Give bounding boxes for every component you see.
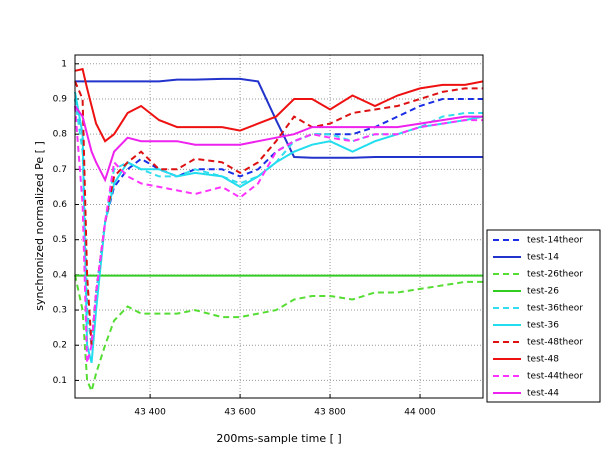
legend-label: test-48theor (527, 338, 583, 348)
y-tick-label: 0.3 (53, 306, 67, 316)
legend-label: test-26 (527, 287, 559, 297)
y-axis-title: synchronized normalized Pe [ ] (33, 141, 46, 311)
y-tick-label: 0.6 (53, 200, 68, 210)
series-line (74, 105, 483, 183)
y-tick-label: 0.1 (53, 376, 67, 386)
series-line (74, 67, 484, 143)
x-tick-label: 43 800 (314, 408, 346, 418)
y-tick-label: 0.7 (53, 165, 67, 175)
series-line (74, 274, 483, 395)
legend-label: test-14theor (527, 236, 583, 246)
x-tick-label: 43 400 (134, 408, 166, 418)
x-axis-title: 200ms-sample time [ ] (216, 432, 341, 445)
plot-frame (74, 54, 484, 399)
legend-label: test-14 (527, 253, 559, 263)
series-line (74, 91, 484, 364)
y-tick-label: 0.5 (53, 235, 67, 245)
x-tick-label: 44 000 (404, 408, 436, 418)
legend-box (486, 229, 601, 403)
y-tick-label: 1 (61, 59, 67, 69)
y-tick-label: 0.4 (53, 270, 68, 280)
y-tick-label: 0.2 (53, 341, 67, 351)
legend-label: test-48 (527, 355, 559, 365)
legend-label: test-44theor (527, 372, 583, 382)
legend-label: test-44 (527, 389, 559, 399)
y-tick-label: 0.8 (53, 130, 68, 140)
legend-label: test-36theor (527, 304, 583, 314)
y-tick-label: 0.9 (53, 94, 68, 104)
series-line (74, 105, 483, 364)
legend-label: test-36 (527, 321, 559, 331)
series-line (75, 77, 483, 159)
x-tick-label: 43 600 (224, 408, 256, 418)
legend-label: test-26theor (527, 270, 583, 280)
